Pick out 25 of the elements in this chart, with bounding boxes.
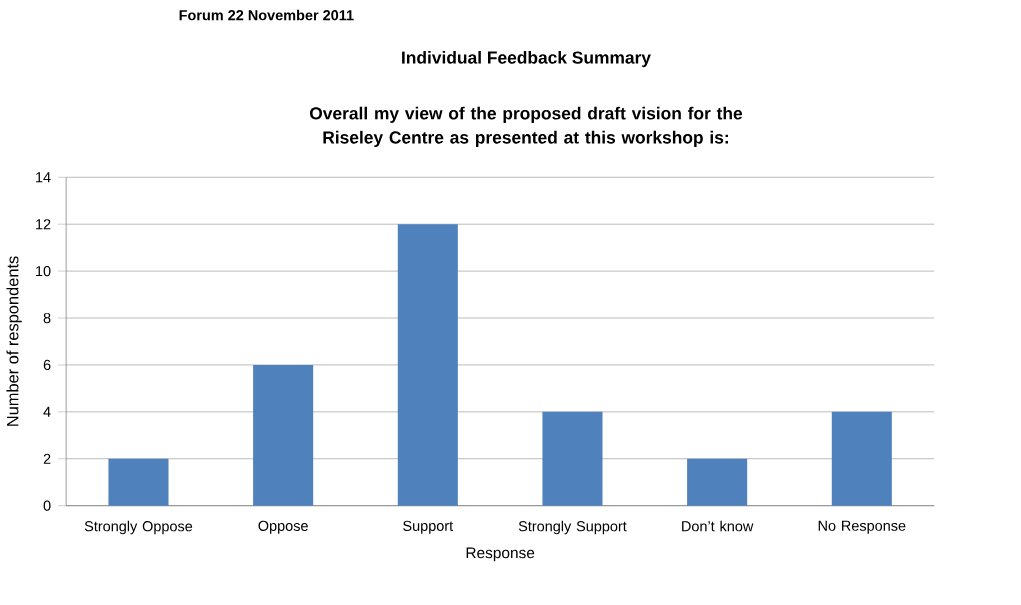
y-tick-label: 14 (36, 172, 51, 183)
x-tick-label: Oppose (258, 520, 308, 534)
x-tick-label: Support (403, 520, 454, 534)
bar (397, 223, 458, 506)
x-tick-label: Don’t know (682, 520, 754, 532)
y-tick-label: 6 (43, 359, 51, 370)
x-axis-title: Response (466, 547, 535, 562)
bar (253, 364, 314, 506)
y-axis-title: Number of respondents (6, 256, 22, 426)
x-tick-label: Strongly Support (518, 520, 627, 534)
y-tick-label: 12 (36, 218, 51, 230)
y-tick-label: 2 (43, 453, 51, 464)
y-tick-label: 0 (43, 500, 51, 511)
x-tick-label: No Response (818, 520, 906, 534)
chart-title: Individual Feedback Summary (402, 50, 651, 67)
y-tick-label: 8 (43, 312, 51, 323)
text: Forum 22 November 2011 (179, 9, 354, 21)
bar (542, 411, 603, 506)
y-tick-label: 4 (43, 406, 51, 417)
chart-subtitle: Overall my view of the proposed draft vision for the Riseley Centre as presented at this workshop is: (310, 106, 743, 147)
x-tick-label: Strongly Oppose (84, 520, 193, 534)
bar (108, 458, 169, 506)
bar (831, 411, 892, 506)
bar (687, 458, 748, 506)
y-tick-label: 10 (36, 265, 51, 277)
